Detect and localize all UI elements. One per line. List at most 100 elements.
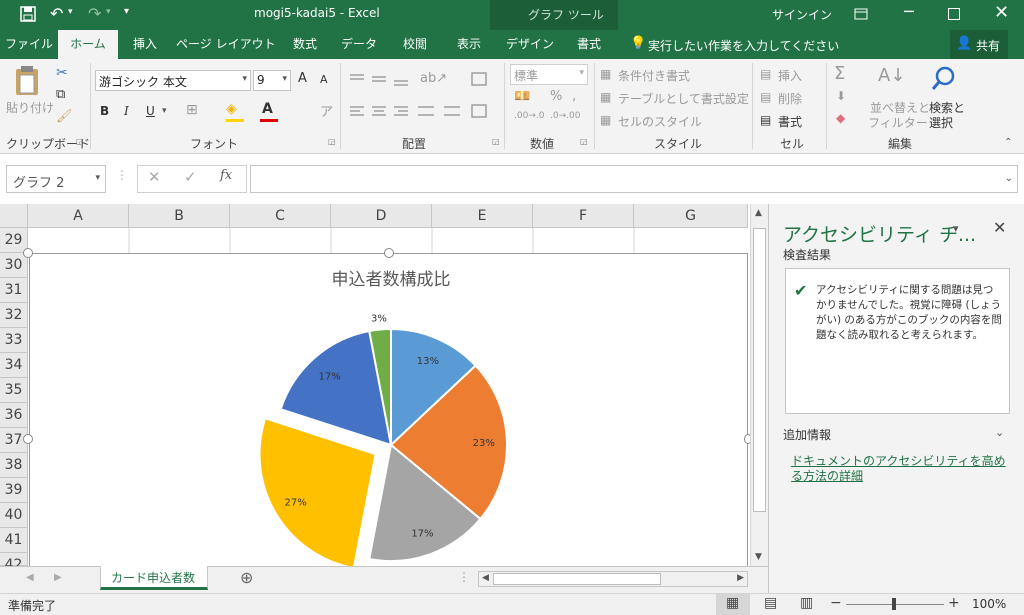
clear-icon[interactable]: ◆ xyxy=(836,111,846,125)
expand-formula-bar-icon[interactable]: ⌄ xyxy=(1004,173,1013,184)
row-header[interactable]: 32 xyxy=(0,303,28,328)
column-header[interactable]: C xyxy=(230,204,331,228)
pie-slice[interactable] xyxy=(258,417,377,567)
fill-color-icon[interactable]: ◈ xyxy=(226,101,237,117)
pie-slice[interactable] xyxy=(368,327,392,446)
font-color-icon[interactable]: A xyxy=(262,101,273,117)
delete-cells-button[interactable]: 削除 xyxy=(778,92,803,106)
tab-chart-design[interactable]: デザイン xyxy=(505,37,554,51)
tab-page-layout[interactable]: ページ レイアウト xyxy=(176,37,276,51)
comma-icon[interactable]: , xyxy=(572,89,577,104)
column-header[interactable]: A xyxy=(28,204,129,228)
row-header[interactable]: 33 xyxy=(0,328,28,353)
tab-split-grip-icon[interactable]: ⋮ xyxy=(458,570,470,584)
column-header[interactable]: F xyxy=(533,204,634,228)
fill-icon[interactable]: ⬇ xyxy=(836,89,847,103)
shrink-font-button[interactable]: A xyxy=(320,73,328,86)
copy-icon[interactable]: ⧉ xyxy=(56,87,66,102)
zoom-in-icon[interactable]: + xyxy=(948,595,960,611)
insert-function-icon[interactable]: fx xyxy=(220,168,233,183)
zoom-out-icon[interactable]: − xyxy=(830,595,842,611)
border-icon[interactable]: ⊞ xyxy=(186,102,198,118)
pane-options-icon[interactable]: ▾ xyxy=(953,222,959,235)
zoom-level[interactable]: 100% xyxy=(972,597,1007,611)
scroll-right-icon[interactable]: ▶ xyxy=(737,573,744,583)
bold-button[interactable]: B xyxy=(100,104,110,118)
formula-input[interactable]: ⌄ xyxy=(250,165,1018,193)
format-painter-icon[interactable]: 🖌 xyxy=(56,109,73,124)
resize-handle[interactable] xyxy=(23,434,33,444)
cancel-entry-icon[interactable]: ✕ xyxy=(148,168,161,186)
row-header[interactable]: 40 xyxy=(0,503,28,528)
sort-filter-label-1[interactable]: 並べ替えと xyxy=(870,101,931,115)
collapse-ribbon-icon[interactable]: ⌃ xyxy=(1004,137,1013,148)
increase-decimal-icon[interactable]: .00→.0 xyxy=(514,111,545,121)
clipboard-launcher-icon[interactable]: ◲ xyxy=(76,137,84,146)
row-header[interactable]: 42 xyxy=(0,553,28,573)
tab-insert[interactable]: 挿入 xyxy=(132,37,157,51)
font-launcher-icon[interactable]: ◲ xyxy=(328,137,336,146)
alignment-icons[interactable] xyxy=(348,71,488,131)
column-header[interactable]: E xyxy=(432,204,533,228)
font-name-select[interactable]: 游ゴシック 本文 ▾ xyxy=(95,70,251,91)
page-break-view-icon[interactable]: ▥ xyxy=(800,595,814,611)
find-select-label-2[interactable]: 選択 xyxy=(929,116,954,130)
next-sheet-icon[interactable]: ▶ xyxy=(54,572,62,583)
normal-view-icon[interactable]: ▦ xyxy=(726,595,740,611)
select-all-corner[interactable] xyxy=(0,204,28,228)
vertical-scrollbar[interactable]: ▲ ▼ xyxy=(750,204,768,566)
tab-file[interactable]: ファイル xyxy=(4,37,53,51)
tell-me-search[interactable]: 実行したい作業を入力してください xyxy=(648,39,840,53)
autosum-icon[interactable]: Σ xyxy=(834,63,846,84)
horizontal-scrollbar[interactable]: ◀ ▶ xyxy=(478,571,748,587)
cut-icon[interactable]: ✂ xyxy=(56,65,68,81)
pie-slice[interactable] xyxy=(368,443,482,562)
column-header[interactable]: D xyxy=(331,204,432,228)
signin-link[interactable]: サインイン xyxy=(772,8,833,22)
tab-review[interactable]: 校閲 xyxy=(402,37,427,51)
row-header[interactable]: 38 xyxy=(0,453,28,478)
paste-label[interactable]: 貼り付け xyxy=(6,101,55,115)
vertical-scroll-thumb[interactable] xyxy=(753,228,766,512)
close-pane-icon[interactable]: ✕ xyxy=(993,218,1007,237)
confirm-entry-icon[interactable]: ✓ xyxy=(184,168,197,186)
customize-qat-icon[interactable]: ▾ xyxy=(124,6,130,17)
format-as-table-button[interactable]: テーブルとして書式設定 xyxy=(618,92,749,106)
row-header[interactable]: 30 xyxy=(0,253,28,278)
tab-data[interactable]: データ xyxy=(340,37,377,51)
grow-font-button[interactable]: A xyxy=(298,71,307,86)
orientation-icon[interactable]: ab↗ xyxy=(420,71,448,86)
column-header[interactable]: B xyxy=(129,204,230,228)
phonetic-icon[interactable]: ア xyxy=(320,105,334,120)
chart-object[interactable]: 申込者数構成比 13% 23% 17% 27% 17% 3% xyxy=(29,253,748,567)
undo-icon[interactable]: ↶ xyxy=(50,4,64,23)
pie-slice[interactable] xyxy=(389,364,508,521)
save-icon[interactable] xyxy=(20,6,36,22)
sheet-tab-active[interactable]: カード申込者数 xyxy=(100,566,208,590)
alignment-launcher-icon[interactable]: ◲ xyxy=(492,137,500,146)
percent-button[interactable]: % xyxy=(550,89,563,104)
name-box[interactable]: グラフ 2 ▾ xyxy=(6,165,106,193)
underline-dropdown-icon[interactable]: ▾ xyxy=(162,106,167,116)
scroll-up-icon[interactable]: ▲ xyxy=(755,208,762,218)
tab-formulas[interactable]: 数式 xyxy=(292,37,317,51)
number-launcher-icon[interactable]: ◲ xyxy=(580,137,588,146)
pie-slice[interactable] xyxy=(390,327,477,448)
share-button[interactable]: 👤 共有 xyxy=(950,30,1008,59)
format-cells-button[interactable]: 書式 xyxy=(778,115,803,129)
italic-button[interactable]: I xyxy=(124,104,129,118)
zoom-slider-thumb[interactable] xyxy=(892,598,896,610)
row-header[interactable]: 41 xyxy=(0,528,28,553)
underline-button[interactable]: U xyxy=(146,104,155,118)
number-format-select[interactable]: 標準 ▾ xyxy=(510,64,588,85)
decrease-decimal-icon[interactable]: .0→.00 xyxy=(550,111,581,121)
tab-chart-format[interactable]: 書式 xyxy=(576,37,601,51)
close-window-icon[interactable]: ✕ xyxy=(994,2,1010,23)
horizontal-scroll-thumb[interactable] xyxy=(493,573,661,585)
row-header[interactable]: 36 xyxy=(0,403,28,428)
currency-icon[interactable]: 💴 xyxy=(514,89,531,104)
cell-styles-button[interactable]: セルのスタイル xyxy=(618,115,703,129)
row-header[interactable]: 31 xyxy=(0,278,28,303)
undo-dropdown-icon[interactable]: ▾ xyxy=(68,7,73,17)
new-sheet-icon[interactable]: ⊕ xyxy=(240,568,254,587)
